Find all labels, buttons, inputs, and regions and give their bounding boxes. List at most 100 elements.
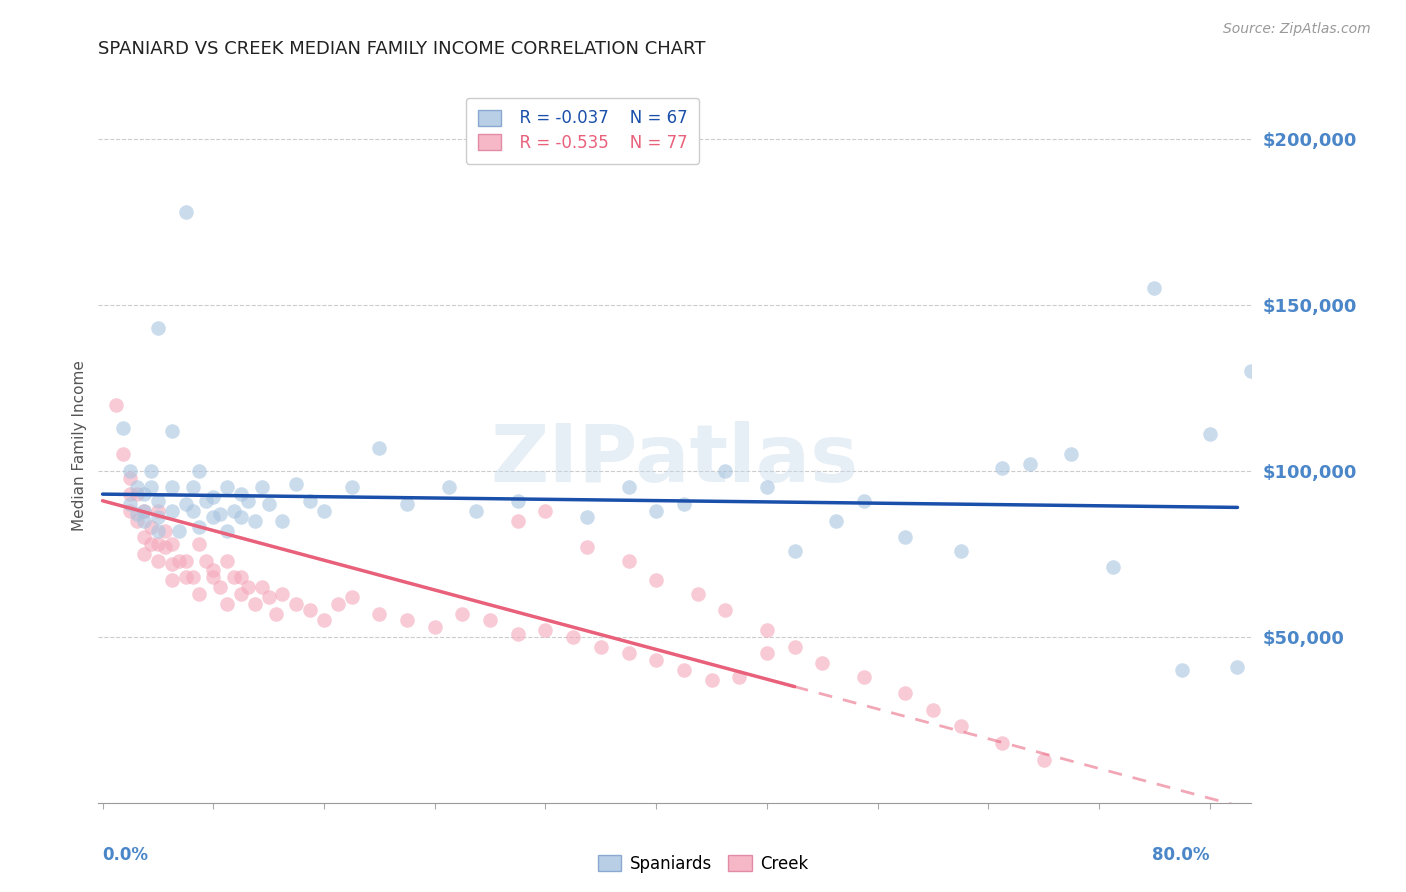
Point [217, 524, 239, 538]
Legend: Spaniards, Creek: Spaniards, Creek [591, 848, 815, 880]
Point [811, 657, 834, 671]
Point [202, 510, 225, 524]
Point [202, 564, 225, 578]
Point [1102, 560, 1125, 574]
Point [271, 514, 294, 528]
Point [340, 590, 363, 604]
Point [396, 613, 419, 627]
Text: ZIPatlas: ZIPatlas [491, 421, 859, 500]
Point [326, 597, 349, 611]
Point [645, 504, 668, 518]
Point [167, 524, 190, 538]
Point [217, 553, 239, 567]
Point [132, 530, 155, 544]
Point [506, 626, 529, 640]
Point [236, 493, 259, 508]
Point [672, 497, 695, 511]
Point [120, 504, 142, 518]
Point [312, 613, 335, 627]
Point [1060, 447, 1083, 461]
Point [437, 481, 460, 495]
Point [105, 397, 128, 411]
Point [188, 537, 211, 551]
Point [562, 630, 585, 644]
Point [465, 504, 488, 518]
Point [243, 597, 266, 611]
Point [257, 497, 280, 511]
Text: Source: ZipAtlas.com: Source: ZipAtlas.com [1223, 22, 1371, 37]
Point [506, 493, 529, 508]
Point [132, 487, 155, 501]
Y-axis label: Median Family Income: Median Family Income [72, 360, 87, 532]
Point [755, 624, 778, 638]
Point [132, 514, 155, 528]
Point [217, 481, 239, 495]
Point [188, 464, 211, 478]
Legend:   R = -0.037    N = 67,   R = -0.535    N = 77: R = -0.037 N = 67, R = -0.535 N = 77 [465, 97, 699, 163]
Point [139, 464, 162, 478]
Point [1032, 753, 1054, 767]
Point [340, 481, 363, 495]
Point [922, 703, 945, 717]
Point [146, 510, 169, 524]
Point [755, 481, 778, 495]
Point [299, 603, 322, 617]
Point [139, 537, 162, 551]
Point [852, 670, 875, 684]
Point [575, 510, 598, 524]
Point [132, 504, 155, 518]
Point [264, 607, 287, 621]
Point [243, 514, 266, 528]
Point [423, 620, 446, 634]
Point [894, 530, 917, 544]
Point [222, 504, 245, 518]
Point [120, 470, 142, 484]
Point [146, 553, 169, 567]
Point [1171, 663, 1194, 677]
Point [368, 607, 391, 621]
Point [617, 553, 640, 567]
Point [202, 491, 225, 505]
Point [991, 460, 1014, 475]
Point [217, 597, 239, 611]
Point [167, 553, 190, 567]
Point [112, 421, 135, 435]
Point [257, 590, 280, 604]
Point [396, 497, 419, 511]
Point [686, 587, 709, 601]
Point [160, 557, 183, 571]
Point [894, 686, 917, 700]
Point [575, 540, 598, 554]
Point [160, 424, 183, 438]
Point [1226, 659, 1249, 673]
Point [229, 487, 252, 501]
Point [188, 520, 211, 534]
Point [153, 540, 176, 554]
Point [617, 647, 640, 661]
Point [783, 640, 806, 654]
Point [120, 497, 142, 511]
Point [160, 504, 183, 518]
Point [949, 719, 972, 733]
Text: 80.0%: 80.0% [1153, 846, 1209, 863]
Point [534, 504, 557, 518]
Point [195, 553, 218, 567]
Point [146, 537, 169, 551]
Point [127, 507, 149, 521]
Point [209, 507, 232, 521]
Point [645, 574, 668, 588]
Point [617, 481, 640, 495]
Point [146, 524, 169, 538]
Point [852, 493, 875, 508]
Point [229, 510, 252, 524]
Point [1018, 457, 1040, 471]
Point [132, 547, 155, 561]
Point [174, 553, 197, 567]
Point [714, 603, 737, 617]
Point [285, 477, 308, 491]
Point [534, 624, 557, 638]
Point [146, 504, 169, 518]
Point [229, 587, 252, 601]
Point [672, 663, 695, 677]
Point [181, 570, 204, 584]
